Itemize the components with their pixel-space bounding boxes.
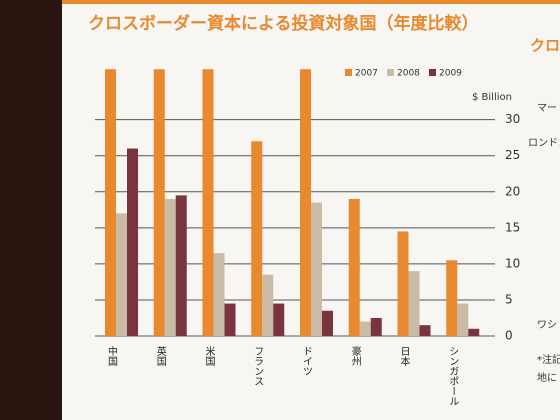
bar [370,317,382,336]
bar [322,310,333,336]
y-tick-label: 15 [505,220,520,234]
side-text: ワシ [537,320,557,331]
bar [446,260,458,336]
y-tick-label: 5 [505,292,513,306]
legend-swatch [345,69,352,76]
legend-label: 2007 [355,69,378,79]
bar [127,148,138,336]
bar [213,253,225,336]
side-text: マー [537,103,557,114]
bar [153,69,165,337]
y-tick-label: 30 [505,112,520,126]
y-tick-label: 0 [505,329,513,343]
legend-label: 2009 [439,69,462,79]
x-tick-label: 日本 [398,346,410,367]
bar [105,69,116,337]
bar [359,321,371,336]
bar [311,202,322,336]
bar [457,303,469,336]
y-tick-label: 10 [505,256,520,270]
y-tick-label: 20 [505,184,520,198]
legend-swatch [429,69,436,76]
x-tick-label: シンガポール [447,346,459,406]
bar [397,231,409,336]
bar [251,141,263,336]
x-tick-label: 豪州 [349,345,361,366]
legend-swatch [387,69,394,76]
chart-title: クロスボーダー資本による投資対象国（年度比較） [88,13,479,34]
bar [202,69,214,337]
bar [164,199,176,336]
bar [468,328,480,336]
y-axis-label: $ Billion [472,92,512,103]
side-text: *注記 [537,353,560,366]
bar [348,199,360,336]
legend-label: 2008 [397,69,420,79]
bar [273,303,285,336]
bar [408,271,420,336]
y-tick-label: 25 [505,148,520,162]
x-tick-label: 米国 [203,345,215,367]
side-text: ロンドン [528,138,560,149]
bar [116,213,127,336]
x-tick-label: フランス [252,346,263,386]
bar [300,69,311,337]
side-title: クロ [530,37,560,55]
bar [419,325,431,336]
x-tick-label: ドイツ [301,346,313,376]
bar [262,274,274,336]
slide-top-rule [62,0,560,4]
x-tick-label: 中国 [106,345,118,367]
bar [175,195,187,336]
bar [224,303,236,336]
side-text: 地に [537,371,557,384]
x-tick-label: 英国 [154,345,166,367]
